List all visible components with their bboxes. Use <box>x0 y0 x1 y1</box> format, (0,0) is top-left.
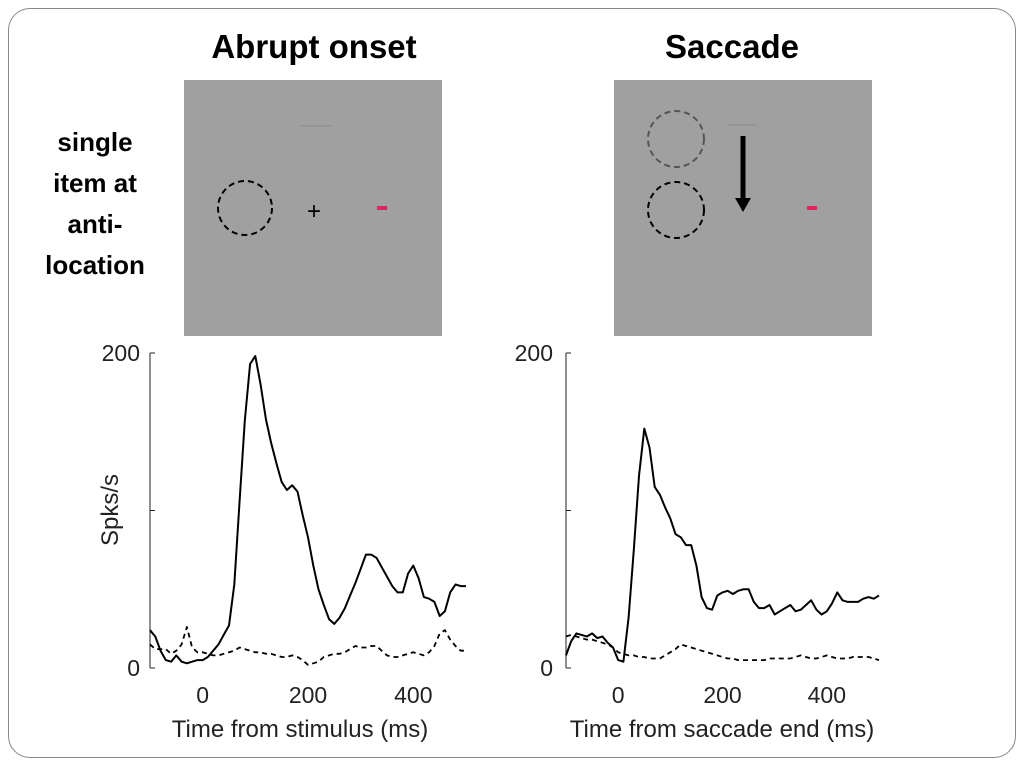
probe-mark <box>807 206 817 210</box>
x-axis-label: Time from saccade end (ms) <box>570 716 875 743</box>
target-ring <box>217 180 273 236</box>
y-tick-label: 200 <box>515 340 553 366</box>
slide-frame <box>8 8 1016 758</box>
probe-mark <box>377 206 387 210</box>
x-tick-label: 0 <box>196 682 209 708</box>
y-axis-label: Spks/s <box>97 474 124 546</box>
x-axis-label: Time from stimulus (ms) <box>172 716 428 743</box>
row-label: single item at anti- location <box>30 122 160 286</box>
series-line-dashed <box>149 626 466 666</box>
series-line-solid <box>149 355 466 665</box>
saccade-arrow-head <box>735 198 751 212</box>
target-ring <box>647 181 705 239</box>
pre-saccade-ring <box>647 110 705 168</box>
stimulus-display-saccade <box>647 110 817 239</box>
row-label-line: single <box>57 127 133 157</box>
series-line-solid <box>565 427 880 663</box>
stimulus-panel-saccade <box>614 80 872 336</box>
stimulus-panel-abrupt-onset: + <box>184 80 442 336</box>
series-line-dashed <box>565 634 880 661</box>
stimulus-display-abrupt-onset: + <box>217 125 387 236</box>
y-tick-label: 0 <box>127 655 140 681</box>
fixation-cross: + <box>307 198 321 225</box>
x-tick-label: 400 <box>394 682 432 708</box>
x-tick-label: 400 <box>808 682 846 708</box>
title-abrupt-onset: Abrupt onset <box>211 28 417 65</box>
row-label-line: anti- <box>67 209 123 239</box>
row-label-line: item at <box>53 168 137 198</box>
row-label-line: location <box>45 250 145 280</box>
x-tick-label: 200 <box>703 682 741 708</box>
title-saccade: Saccade <box>665 28 799 65</box>
x-tick-label: 0 <box>612 682 625 708</box>
x-tick-label: 200 <box>289 682 327 708</box>
y-tick-label: 0 <box>540 655 553 681</box>
y-tick-label: 200 <box>102 340 140 366</box>
